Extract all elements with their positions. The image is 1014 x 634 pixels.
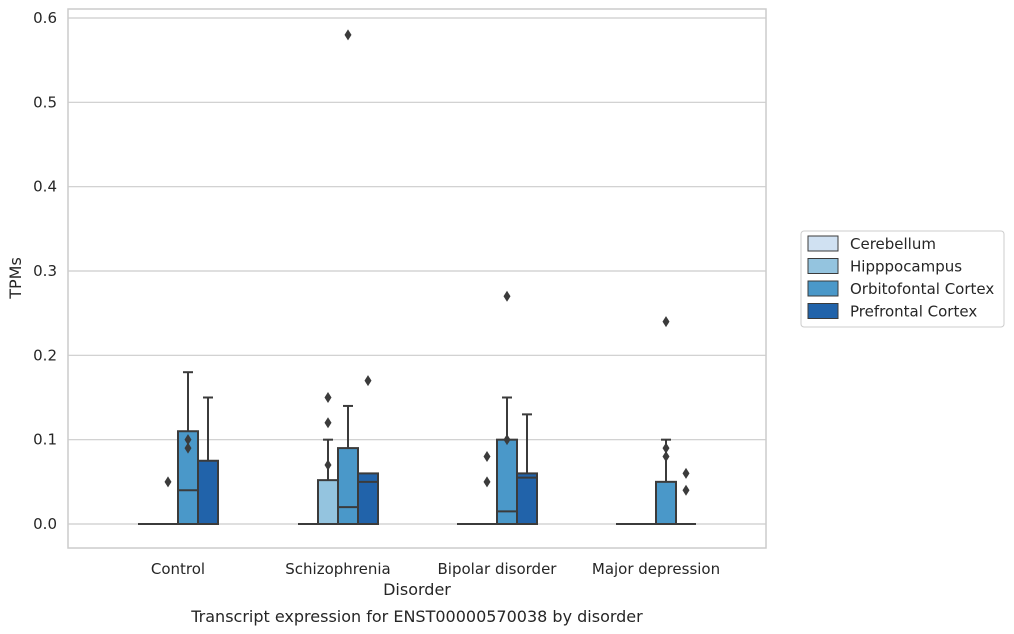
- outlier-point: [503, 290, 511, 302]
- x-tick-label: Bipolar disorder: [438, 560, 558, 578]
- plot-background: [68, 9, 766, 548]
- outlier-point: [682, 467, 690, 479]
- x-tick-label: Schizophrenia: [285, 560, 390, 578]
- outlier-point: [164, 476, 172, 488]
- outlier-point: [324, 392, 332, 403]
- y-tick-label: 0.6: [33, 9, 57, 27]
- outlier-point: [483, 476, 491, 488]
- figure-caption: Transcript expression for ENST0000057003…: [190, 607, 643, 626]
- box-1-1: [317, 392, 339, 525]
- box-3-3: [676, 467, 696, 525]
- y-tick-labels: 0.0 0.1 0.2 0.3 0.4 0.5 0.6: [33, 9, 57, 533]
- legend-label: Orbitofontal Cortex: [850, 280, 994, 298]
- box-2-3: [516, 413, 538, 525]
- box-0-2: [177, 371, 199, 526]
- legend-frame: [800, 230, 1005, 328]
- box-3-2: [655, 316, 677, 526]
- outlier-point: [662, 442, 670, 454]
- x-tick-label: Major depression: [592, 560, 720, 578]
- box-0-3: [197, 396, 219, 525]
- y-tick-label: 0.0: [33, 515, 57, 533]
- outlier-point: [344, 29, 352, 41]
- y-tick-label: 0.4: [33, 178, 57, 196]
- box-body: [317, 479, 339, 525]
- x-tick-label: Control: [151, 560, 205, 578]
- box-1-3: [357, 375, 379, 525]
- box-body: [197, 459, 219, 525]
- box-body: [655, 480, 677, 526]
- x-tick-labels: Control Schizophrenia Bipolar disorder Majo…: [151, 560, 720, 578]
- box-body: [357, 472, 379, 525]
- box-2-1: [477, 451, 497, 525]
- legend-swatch: [807, 235, 839, 252]
- outlier-point: [483, 451, 491, 463]
- outlier-point: [184, 434, 192, 446]
- legend-label: Cerebellum: [850, 235, 936, 253]
- box-1-2: [337, 29, 359, 526]
- outlier-point: [662, 316, 670, 328]
- box-0-1: [158, 476, 178, 525]
- outlier-point: [662, 451, 670, 463]
- box-body: [337, 447, 359, 526]
- x-axis-title: Disorder: [383, 580, 451, 599]
- legend-swatch: [807, 258, 839, 274]
- box-body: [516, 472, 538, 525]
- plot-frame: [67, 8, 767, 549]
- y-tick-label: 0.2: [33, 346, 57, 364]
- outlier-point: [503, 434, 511, 446]
- y-axis-title: TPMs: [6, 257, 25, 300]
- legend: Cerebellum Hipppocampus Orbitofontal Corte…: [800, 230, 1005, 328]
- boxes-layer: [138, 29, 696, 526]
- y-tick-label: 0.1: [33, 431, 57, 449]
- y-tick-label: 0.5: [33, 93, 57, 111]
- outlier-point: [184, 442, 192, 454]
- outlier-point: [682, 484, 690, 496]
- legend-swatch: [807, 303, 839, 319]
- legend-label: Hipppocampus: [850, 258, 962, 276]
- legend-label: Prefrontal Cortex: [850, 303, 977, 321]
- outlier-point: [364, 375, 372, 387]
- outlier-point: [324, 417, 332, 429]
- outlier-point: [324, 459, 332, 471]
- legend-swatch: [807, 280, 839, 297]
- y-tick-label: 0.3: [33, 262, 57, 280]
